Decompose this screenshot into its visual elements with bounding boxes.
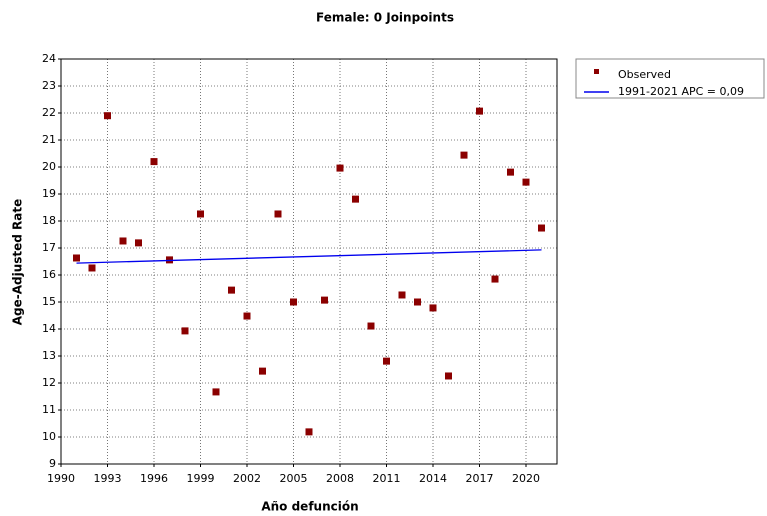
legend-marker — [594, 69, 599, 74]
observed-point — [181, 327, 189, 335]
observed-point — [135, 239, 142, 247]
observed-point — [460, 151, 468, 159]
y-tick-label: 20 — [42, 160, 56, 173]
y-tick-label: 18 — [42, 214, 56, 227]
y-tick-label: 10 — [42, 430, 56, 443]
observed-point — [73, 254, 80, 262]
y-tick-label: 15 — [42, 295, 56, 308]
y-tick-label: 23 — [42, 79, 56, 92]
observed-point — [507, 168, 514, 176]
y-tick-label: 19 — [42, 187, 56, 200]
x-tick-label: 2017 — [466, 472, 494, 485]
observed-point — [538, 224, 545, 232]
observed-point — [383, 357, 390, 365]
chart-title: Female: 0 Joinpoints — [316, 11, 454, 25]
observed-point — [352, 195, 359, 203]
y-tick-label: 22 — [42, 106, 56, 119]
observed-point — [398, 291, 406, 299]
y-tick-label: 13 — [42, 349, 56, 362]
observed-point — [336, 164, 344, 172]
x-axis-label: Año defunción — [261, 500, 358, 514]
observed-point — [88, 264, 96, 272]
observed-point — [290, 298, 297, 306]
observed-point — [119, 237, 127, 245]
observed-point — [522, 178, 530, 186]
legend-label: Observed — [618, 68, 671, 81]
x-tick-label: 1996 — [140, 472, 168, 485]
observed-point — [104, 112, 111, 120]
y-tick-label: 11 — [42, 403, 56, 416]
x-tick-label: 1993 — [94, 472, 122, 485]
observed-point — [414, 298, 421, 306]
x-tick-label: 1999 — [187, 472, 215, 485]
x-tick-label: 2011 — [373, 472, 401, 485]
x-tick-label: 2014 — [419, 472, 447, 485]
fit-line — [76, 249, 542, 264]
observed-point — [476, 107, 483, 115]
legend-label: 1991-2021 APC = 0,09 — [618, 85, 744, 98]
x-tick-label: 2005 — [280, 472, 308, 485]
y-tick-label: 24 — [42, 52, 56, 65]
observed-point — [321, 296, 328, 304]
observed-point — [197, 210, 204, 218]
x-tick-label: 2002 — [233, 472, 261, 485]
observed-point — [367, 322, 375, 330]
y-tick-label: 14 — [42, 322, 56, 335]
observed-point — [150, 158, 158, 166]
y-tick-label: 9 — [49, 457, 56, 470]
observed-point — [491, 275, 499, 283]
plot-border — [60, 58, 558, 465]
x-tick-label: 1990 — [47, 472, 75, 485]
y-tick-label: 16 — [42, 268, 56, 281]
observed-point — [259, 367, 266, 375]
observed-point — [429, 304, 437, 312]
y-tick-label: 21 — [42, 133, 56, 146]
observed-point — [228, 286, 235, 294]
y-axis-label: Age-Adjusted Rate — [11, 199, 25, 326]
observed-point — [212, 388, 220, 396]
observed-point — [305, 428, 313, 436]
x-tick-label: 2020 — [512, 472, 540, 485]
y-tick-label: 12 — [42, 376, 56, 389]
observed-point — [243, 312, 251, 320]
observed-point — [274, 210, 282, 218]
y-tick-label: 17 — [42, 241, 56, 254]
observed-point — [445, 372, 452, 380]
x-tick-label: 2008 — [326, 472, 354, 485]
